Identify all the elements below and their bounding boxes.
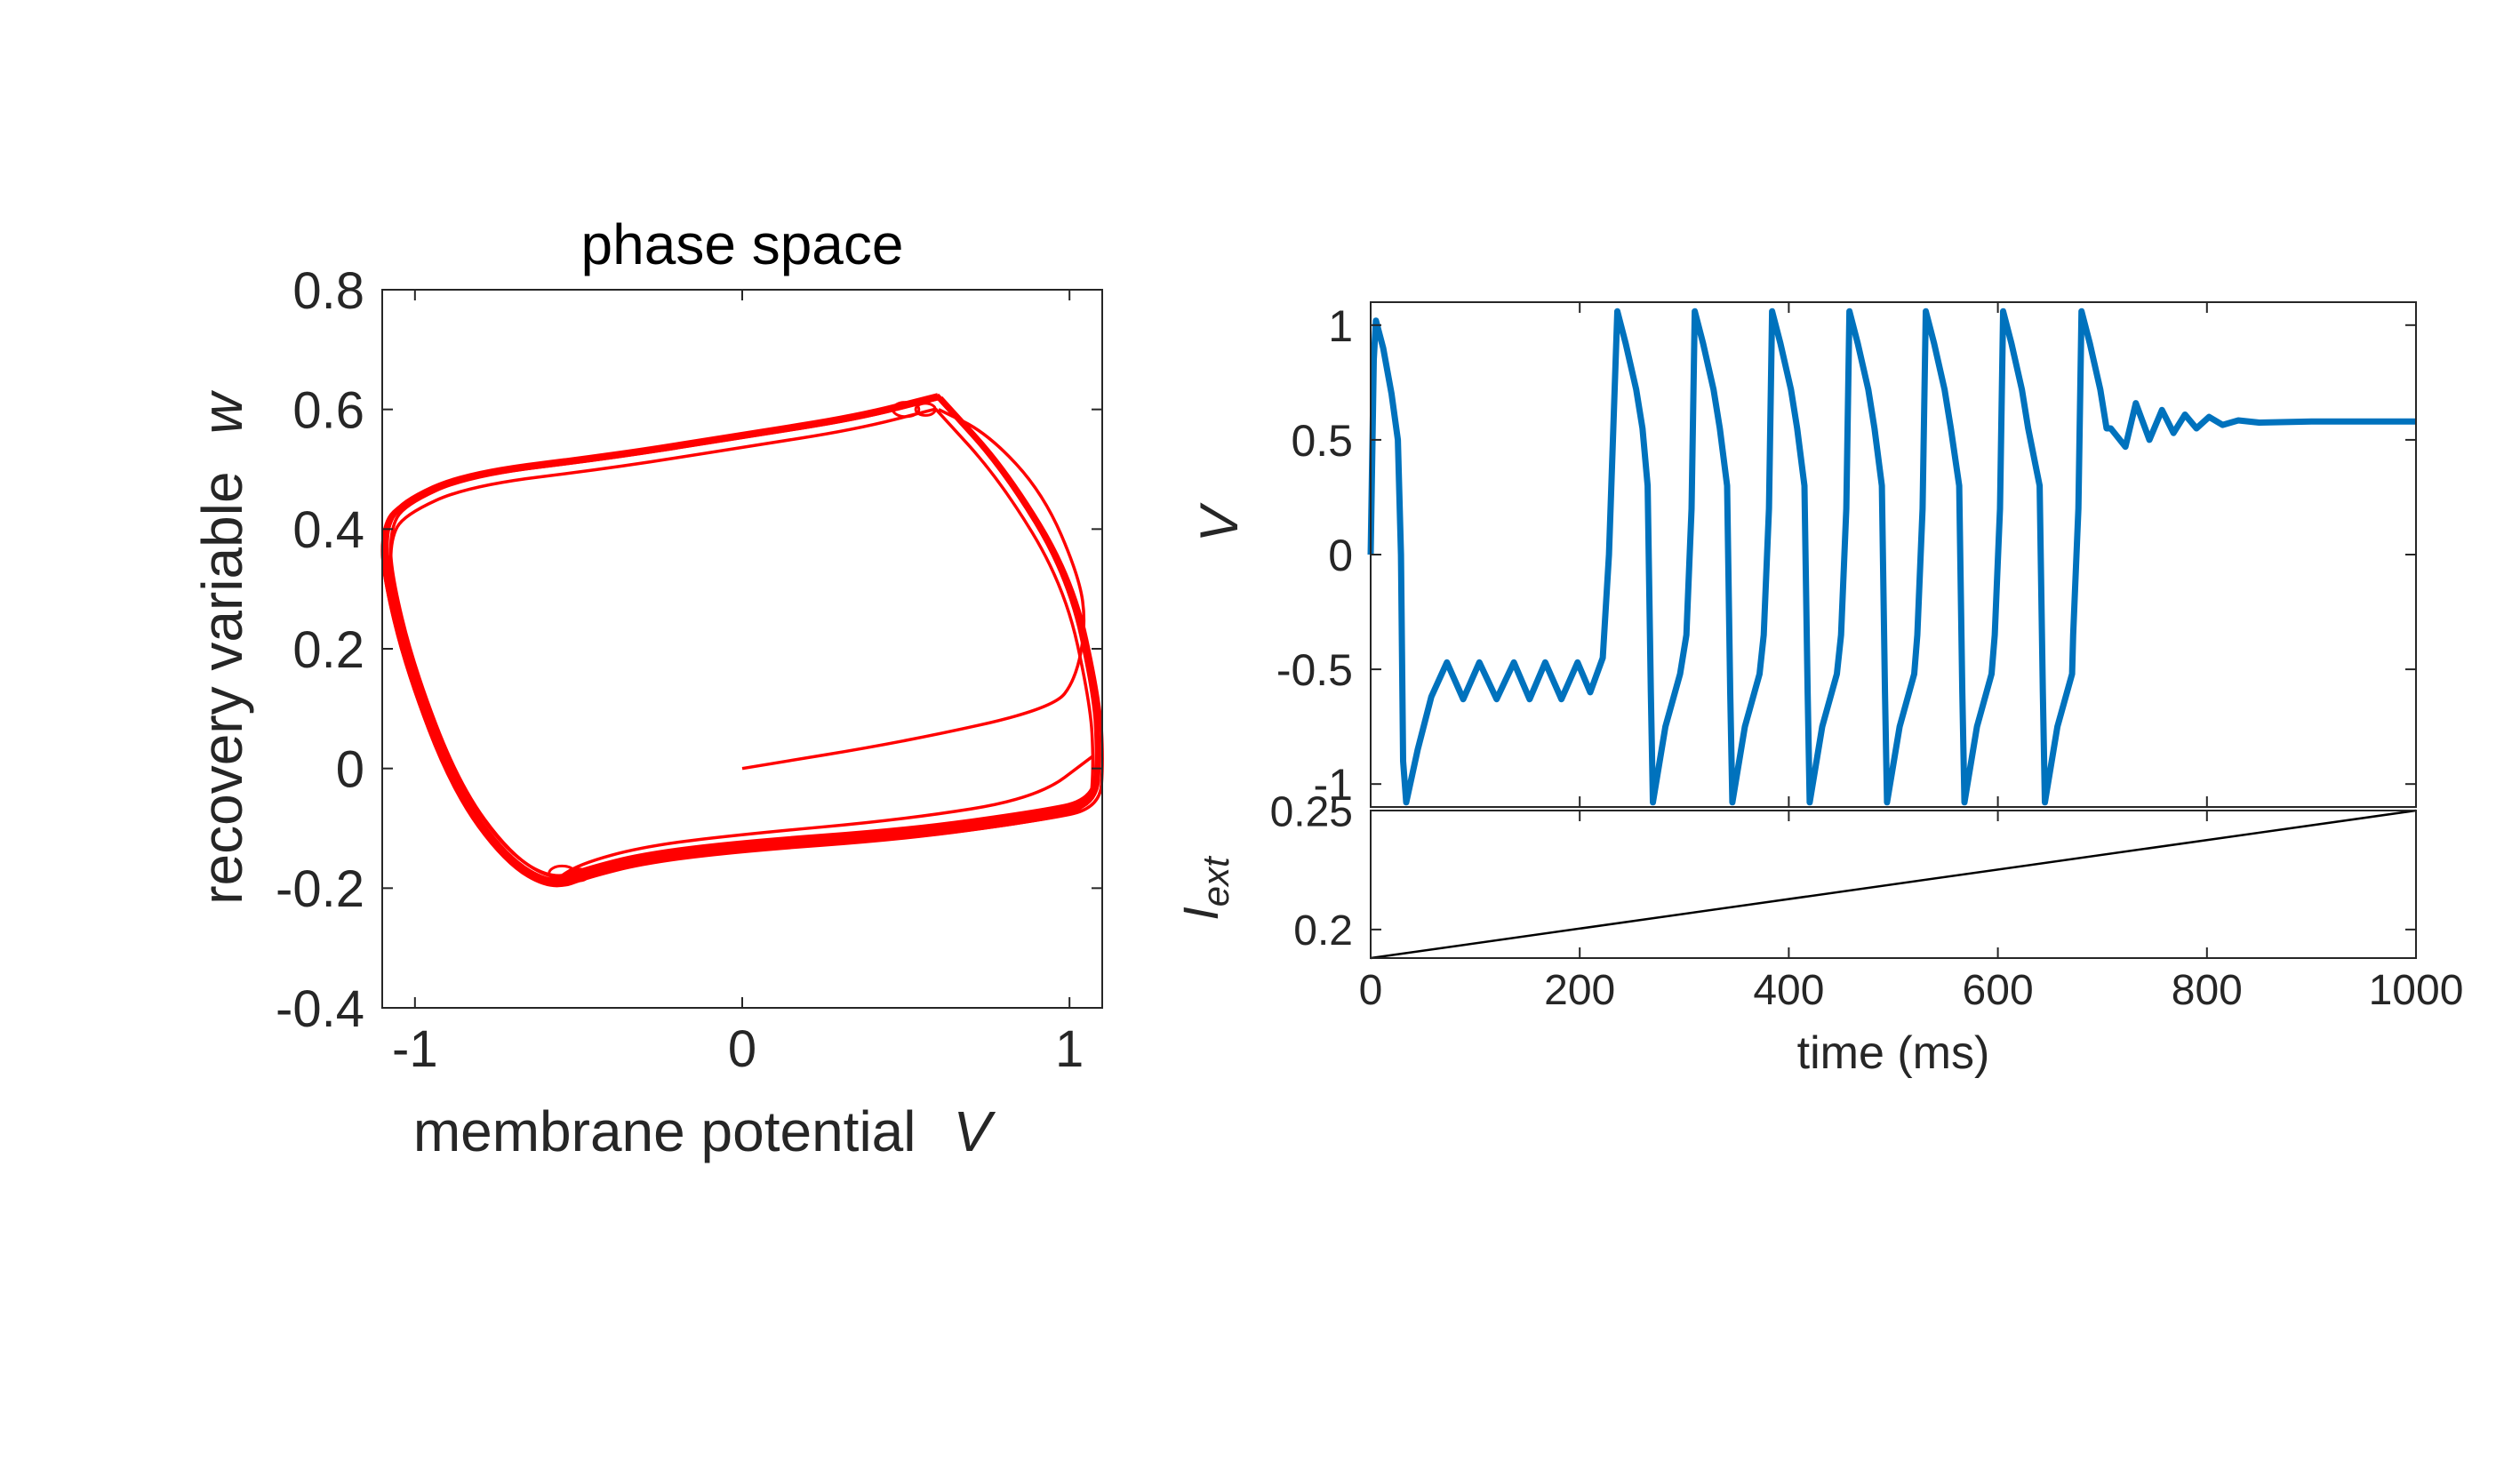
phase-space-title: phase space [581, 212, 904, 276]
y-tick-label: -0.5 [1276, 645, 1353, 695]
phase-space-ylabel-text: recovery variable [190, 471, 254, 904]
phase-transient-lower-line [551, 755, 1094, 884]
phase-space-ticks: -1 0 1 -0.4 -0.2 0 0.2 0.4 0.6 0.8 [276, 262, 1102, 1078]
y-tick-label: -0.4 [276, 980, 364, 1038]
current-trace-ylabel-symbol: I [1172, 907, 1228, 921]
y-tick-label: 0 [336, 741, 364, 799]
voltage-trace-plot: -1 -0.5 0 0.5 1 V [1189, 301, 2417, 810]
current-trace-ticks: 0 200 400 600 800 1000 0.2 0.25 [1270, 788, 2464, 1014]
x-tick-label: 1000 [2369, 967, 2464, 1014]
y-tick-label: 1 [1328, 301, 1353, 351]
phase-limit-cycle-line [385, 393, 1099, 877]
voltage-trace-data [1367, 308, 2416, 806]
x-tick-label: -1 [392, 1020, 438, 1078]
phase-transient-line [741, 408, 1086, 771]
x-tick-label: 200 [1544, 967, 1615, 1014]
phase-limit-cycle-line [388, 407, 1095, 887]
voltage-trace-ticks: -1 -0.5 0 0.5 1 [1276, 301, 2417, 810]
voltage-trace-ylabel: V [1189, 502, 1249, 542]
y-tick-label: 0.8 [292, 262, 364, 320]
current-trace-line [1370, 809, 2417, 960]
y-tick-label: 0.5 [1291, 416, 1353, 466]
phase-space-data [380, 393, 1104, 888]
y-tick-label: -0.2 [276, 860, 364, 918]
phase-space-xlabel-text: membrane potential [413, 1099, 916, 1163]
x-tick-label: 800 [2172, 967, 2243, 1014]
voltage-trace-axes-box [1370, 301, 2417, 808]
phase-space-plot: phase space -1 0 1 -0.4 -0.2 0 0.2 0.4 0.6 0.8 me… [190, 212, 1104, 1163]
current-trace-axes-box [1370, 810, 2417, 959]
current-trace-ylabel: Iext [1172, 855, 1236, 921]
phase-spiral-loop [567, 867, 590, 883]
x-tick-label: 0 [1359, 967, 1383, 1014]
voltage-trace-line [1367, 308, 2416, 806]
y-tick-label: 0.2 [292, 621, 364, 679]
current-trace-xlabel: time (ms) [1797, 1027, 1990, 1079]
phase-spiral-loop [914, 402, 937, 417]
phase-space-ylabel-symbol: w [190, 389, 254, 434]
phase-space-axes-box [381, 289, 1103, 1009]
y-tick-label: 0.4 [292, 501, 364, 559]
phase-space-ylabel: recovery variable w [190, 389, 254, 904]
current-trace-plot: 0 200 400 600 800 1000 0.2 0.25 time (ms) Iext [1172, 788, 2463, 1079]
x-tick-label: 1 [1055, 1020, 1084, 1078]
y-tick-label: -1 [1314, 760, 1353, 810]
current-trace-data [1370, 809, 2417, 960]
x-tick-label: 600 [1963, 967, 2034, 1014]
current-trace-ylabel-subscript: ext [1195, 855, 1236, 907]
y-tick-label: 0.6 [292, 382, 364, 440]
phase-space-xlabel: membrane potential V [413, 1099, 996, 1163]
y-tick-label: 0.2 [1293, 907, 1353, 955]
y-tick-label: 0.25 [1270, 788, 1353, 835]
phase-spiral-loop [548, 864, 577, 883]
x-tick-label: 400 [1753, 967, 1824, 1014]
y-tick-label: 0 [1328, 531, 1353, 580]
phase-space-xlabel-symbol: V [953, 1099, 996, 1163]
phase-spiral-loop [891, 401, 921, 419]
x-tick-label: 0 [728, 1020, 756, 1078]
